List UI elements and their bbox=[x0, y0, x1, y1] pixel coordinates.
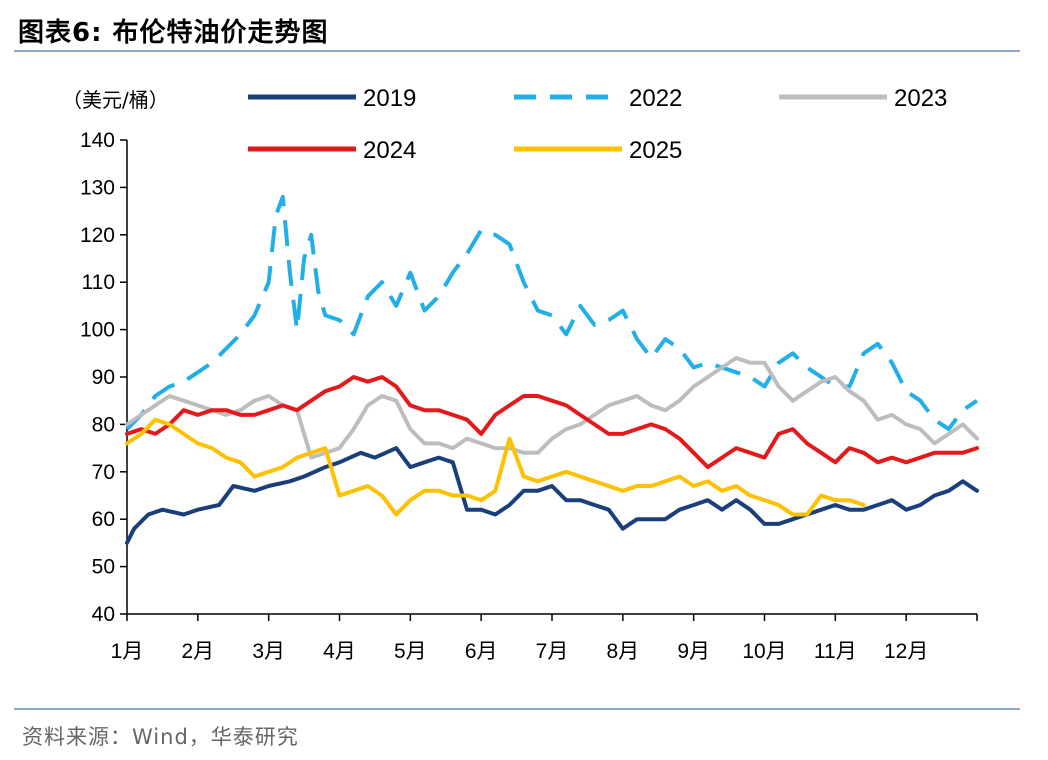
y-axis-unit-label: （美元/桶） bbox=[62, 88, 169, 112]
x-tick-label: 2月 bbox=[181, 640, 214, 663]
top-divider bbox=[14, 50, 1020, 52]
x-tick-label: 12月 bbox=[884, 640, 928, 663]
x-tick-label: 1月 bbox=[111, 640, 144, 663]
axes: 40 50 60 70 80 90 100 110 120 130 140 1月 2月 3月 4月 5月 6月 7… bbox=[80, 129, 978, 663]
y-tick-label: 50 bbox=[92, 556, 115, 579]
y-tick-label: 100 bbox=[80, 319, 115, 342]
x-tick-label: 5月 bbox=[394, 640, 427, 663]
legend-label-2025: 2025 bbox=[629, 137, 682, 164]
bottom-divider bbox=[14, 708, 1020, 710]
y-tick-label: 140 bbox=[80, 129, 115, 152]
series-layer bbox=[125, 194, 979, 545]
y-tick-label: 70 bbox=[92, 461, 115, 484]
x-tick-label: 3月 bbox=[252, 640, 285, 663]
x-tick-label: 4月 bbox=[323, 640, 356, 663]
y-tick-label: 130 bbox=[80, 176, 115, 199]
y-tick-label: 80 bbox=[92, 413, 115, 436]
source-note: 资料来源：Wind，华泰研究 bbox=[22, 725, 299, 749]
x-tick-label: 9月 bbox=[677, 640, 710, 663]
series-line-2024 bbox=[125, 375, 979, 470]
y-tick-label: 60 bbox=[92, 508, 115, 531]
legend: 2019 2022 2023 2024 2025 bbox=[248, 85, 947, 164]
y-tick-label: 110 bbox=[82, 271, 115, 294]
series-line-2023 bbox=[125, 356, 979, 460]
series-line-2019 bbox=[125, 446, 979, 545]
legend-label-2019: 2019 bbox=[363, 85, 416, 112]
figure-title: 图表6: 布伦特油价走势图 bbox=[18, 18, 329, 48]
y-tick-label: 120 bbox=[80, 224, 115, 247]
price-chart: （美元/桶） 40 50 60 70 80 90 100 110 120 130 140 1月 2月 3月… bbox=[62, 85, 979, 663]
x-tick-label: 8月 bbox=[606, 640, 639, 663]
y-tick-label: 40 bbox=[92, 603, 115, 626]
series-line-2025 bbox=[125, 417, 866, 517]
x-tick-label: 10月 bbox=[742, 640, 786, 663]
x-tick-label: 6月 bbox=[465, 640, 498, 663]
legend-label-2024: 2024 bbox=[363, 137, 416, 164]
legend-label-2022: 2022 bbox=[629, 85, 682, 112]
series-line-2022 bbox=[125, 194, 979, 432]
legend-label-2023: 2023 bbox=[894, 85, 947, 112]
y-tick-label: 90 bbox=[92, 366, 115, 389]
x-tick-label: 11月 bbox=[814, 640, 857, 663]
x-tick-label: 7月 bbox=[536, 640, 569, 663]
